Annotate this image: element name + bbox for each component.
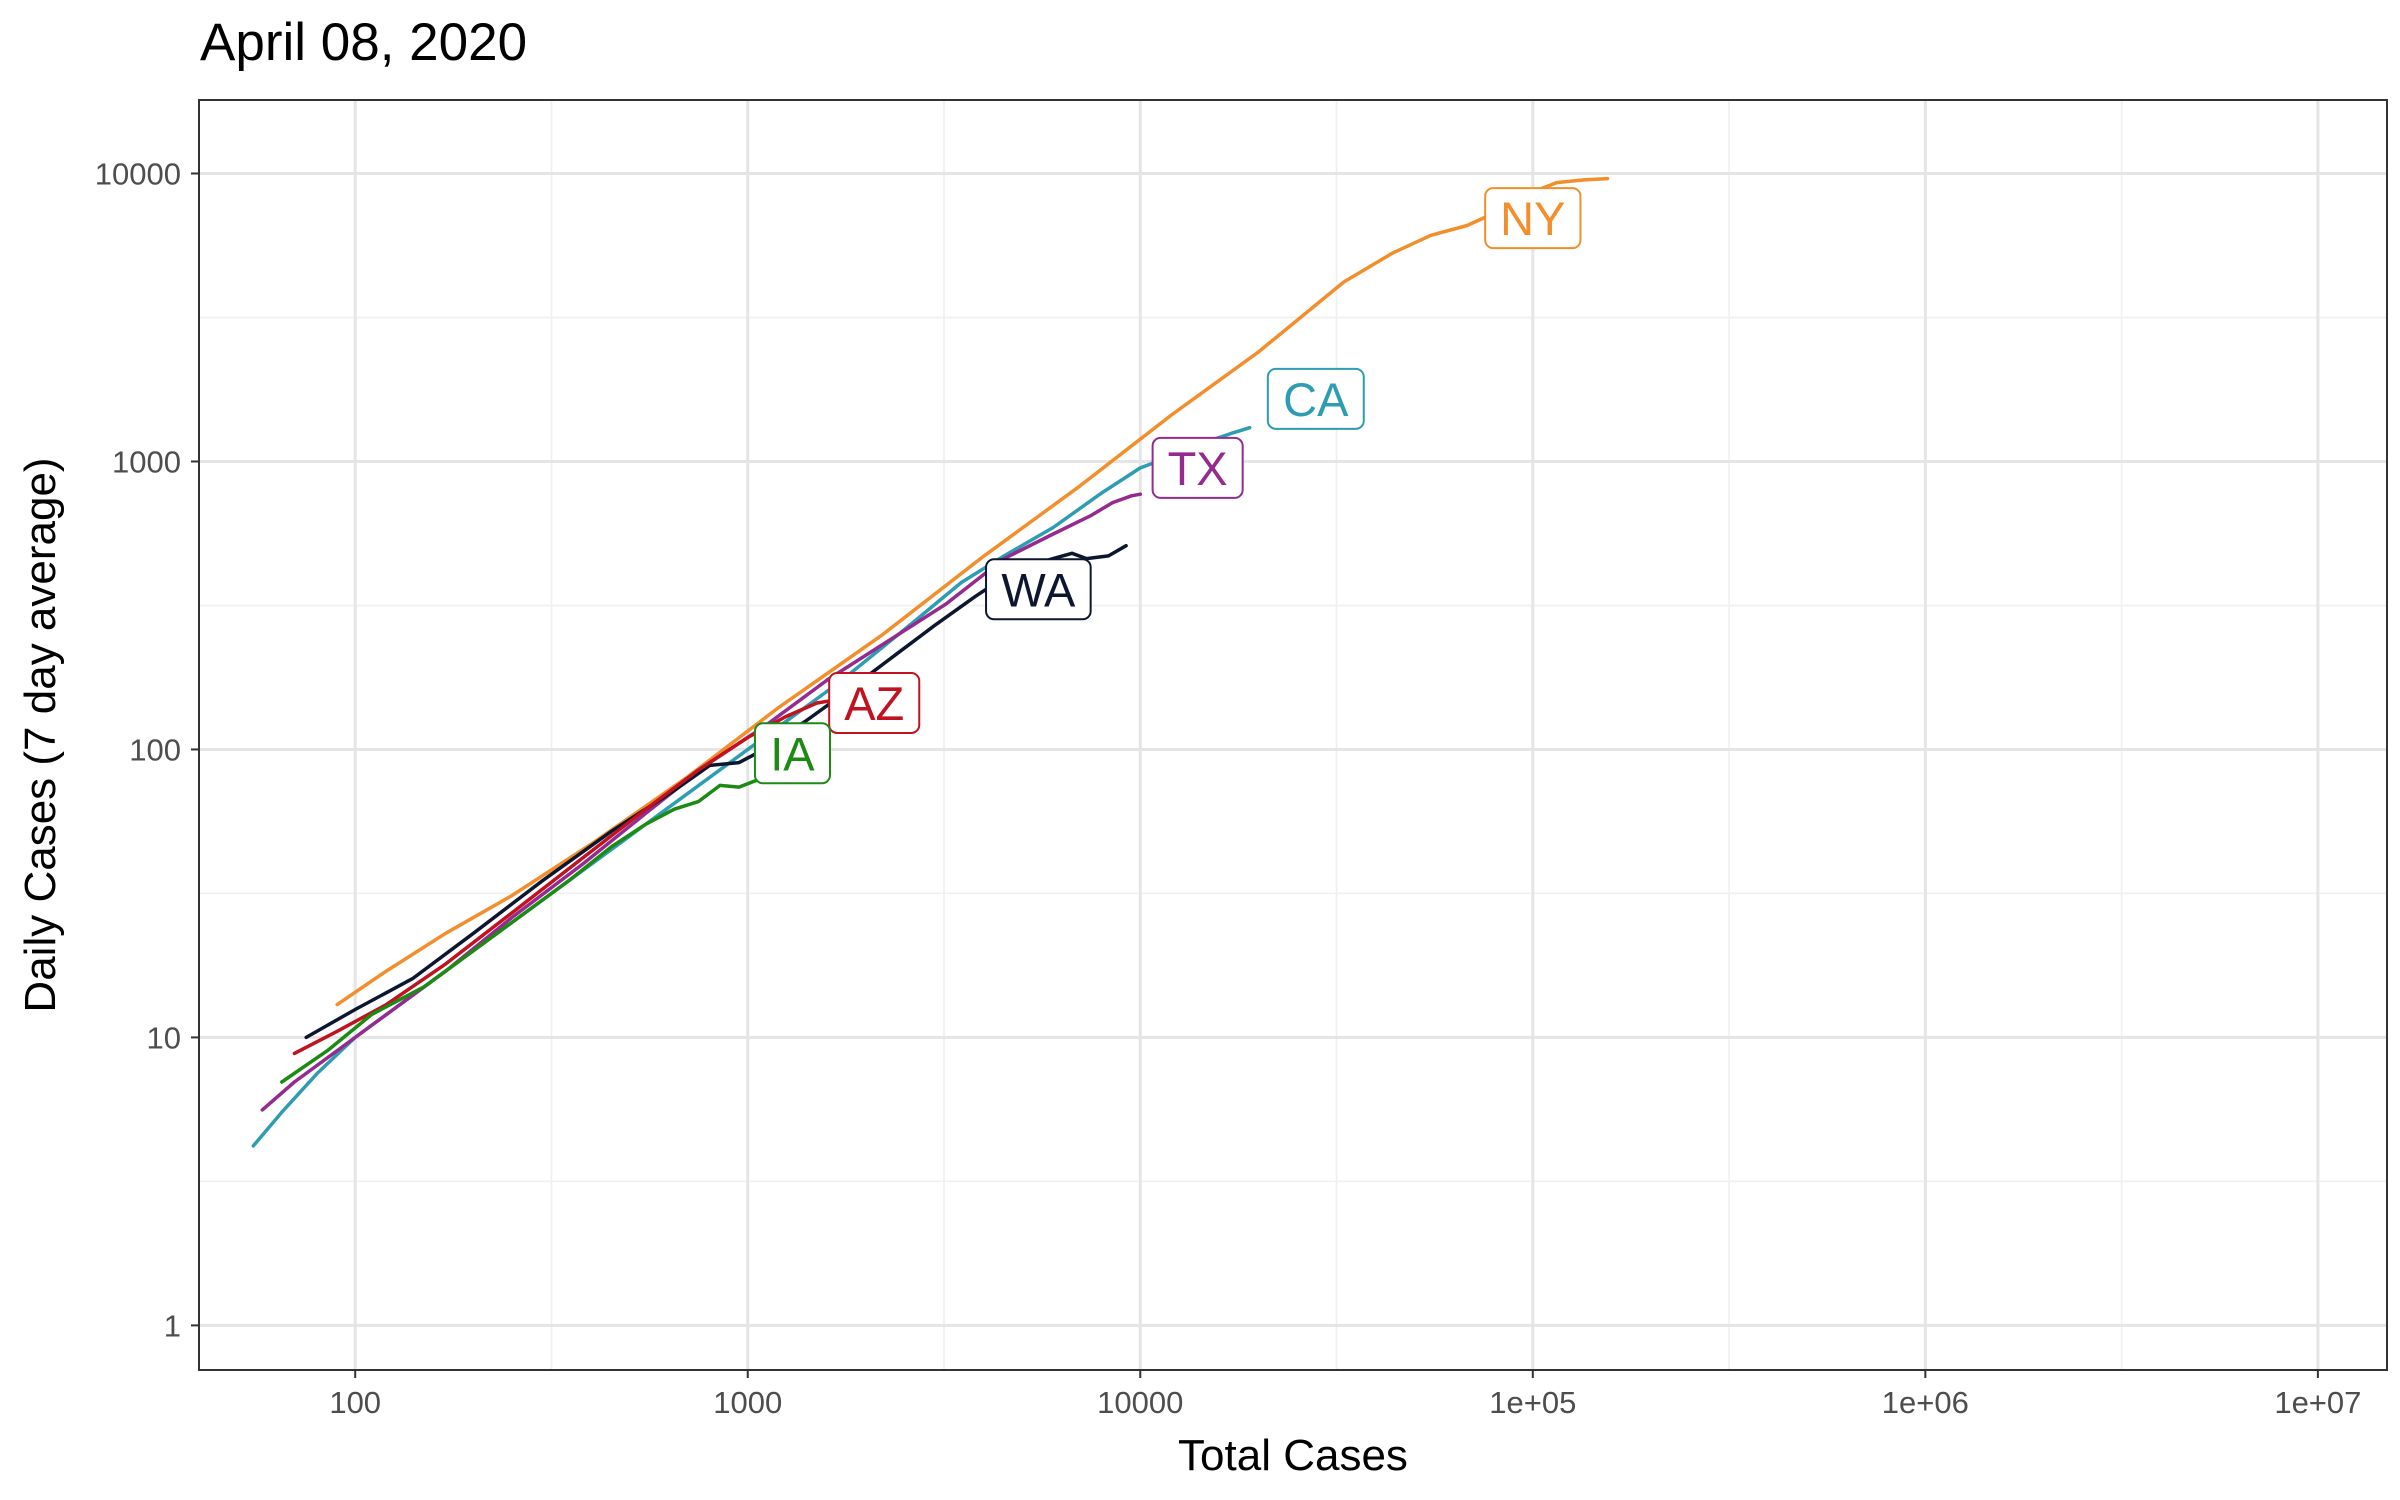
series-label-text: NY [1500,192,1565,245]
grid [199,100,2387,1370]
x-tick-label: 10000 [1097,1385,1183,1420]
x-tick-label: 1e+05 [1489,1385,1576,1420]
x-axis-ticks: 100 1000 10000 1e+05 1e+06 1e+07 [329,1370,2361,1420]
series-label-text: WA [1001,563,1076,616]
y-tick-label: 100 [129,732,181,767]
plot-background [199,100,2387,1370]
series-labels: NY CA TX WA AZ IA [753,187,1582,785]
series-label-text: CA [1283,373,1349,426]
series-label-box [1151,436,1244,499]
series-line-ia [280,768,774,1084]
y-tick-label: 1 [164,1308,181,1343]
series-label-tx: TX [1151,436,1244,499]
x-tick-label: 1e+06 [1882,1385,1969,1420]
x-tick-label: 1e+07 [2274,1385,2361,1420]
series-label-text: IA [770,727,815,780]
series-label-ny: NY [1484,187,1582,250]
y-axis-ticks: 1 10 100 1000 10000 [95,157,199,1343]
y-axis-title: Daily Cases (7 day average) [16,457,65,1012]
x-tick-label: 100 [329,1385,381,1420]
x-tick-label: 1000 [713,1385,782,1420]
series-label-box [1266,367,1365,430]
series-label-wa: WA [985,558,1092,621]
series-label-az: AZ [828,671,921,734]
series-label-text: TX [1168,442,1228,495]
series-line-az [292,696,845,1056]
y-tick-label: 1000 [112,444,181,479]
series-label-box [985,558,1092,621]
series-label-box [828,671,921,734]
x-axis-title: Total Cases [1178,1431,1408,1480]
chart-title: April 08, 2020 [200,13,527,72]
series-line-wa [304,543,1128,1040]
series-label-text: AZ [844,677,904,730]
plot-frame [198,99,2388,1371]
series-label-ca: CA [1266,367,1365,430]
y-tick-label: 10000 [95,157,181,192]
series-label-box [1484,187,1582,250]
series-label-box [753,722,831,785]
series-label-ia: IA [753,722,831,785]
y-tick-label: 10 [147,1020,181,1055]
